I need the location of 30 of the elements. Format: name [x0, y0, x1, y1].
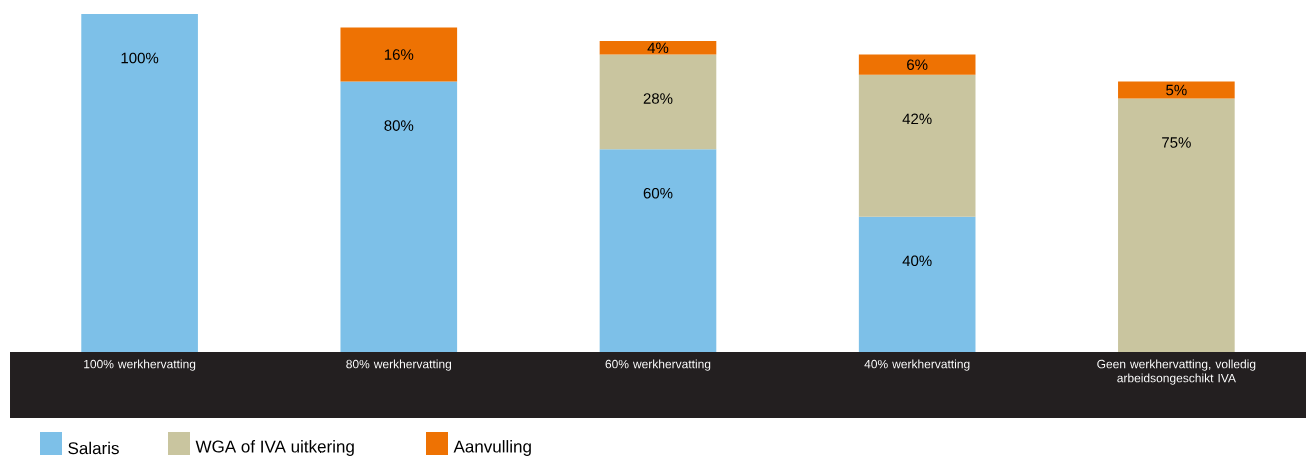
- data-label: 100%: [121, 52, 159, 64]
- bar: [1118, 98, 1235, 352]
- bar: [340, 27, 458, 82]
- bar: [599, 40, 717, 55]
- bar: [1118, 81, 1235, 99]
- x-tick-label: 60% werkhervatting: [605, 359, 711, 371]
- data-label: 40%: [902, 255, 932, 266]
- legend-label: Salaris: [68, 441, 119, 455]
- data-label: 5%: [1166, 84, 1187, 96]
- bar: [858, 54, 976, 75]
- bar: [858, 74, 976, 217]
- bar: [81, 13, 198, 352]
- x-tick-label: 80% werkhervatting: [346, 359, 452, 371]
- bar: [858, 216, 976, 352]
- data-label: 4%: [647, 42, 669, 53]
- data-label: 75%: [1162, 137, 1191, 148]
- x-tick-label: 40% werkhervatting: [864, 359, 970, 371]
- data-label: 28%: [643, 93, 673, 104]
- bar: [340, 81, 458, 352]
- data-label: 80%: [384, 120, 414, 131]
- bar: [599, 54, 717, 150]
- legend-label: WGA of IVA uitkering: [195, 439, 354, 456]
- x-tick-label: Geen werkhervatting, volledig arbeidsongeschikt IVA: [1097, 359, 1256, 385]
- data-label: 60%: [643, 187, 673, 199]
- bar: [599, 149, 717, 352]
- data-label: 16%: [384, 49, 414, 60]
- legend-label: Aanvulling: [453, 439, 531, 456]
- x-tick-label: 100% werkhervatting: [84, 359, 196, 371]
- data-label: 42%: [902, 113, 932, 125]
- data-label: 6%: [907, 59, 928, 70]
